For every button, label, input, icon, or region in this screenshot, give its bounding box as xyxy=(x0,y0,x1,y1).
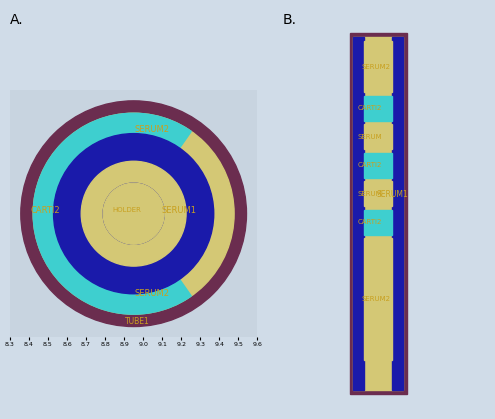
Text: TUBE1: TUBE1 xyxy=(125,317,149,326)
Bar xyxy=(349,33,406,394)
Wedge shape xyxy=(33,113,191,314)
Bar xyxy=(353,37,364,391)
Bar xyxy=(364,96,392,121)
Text: A.: A. xyxy=(10,13,24,26)
Bar xyxy=(364,181,392,206)
Text: SERUM1: SERUM1 xyxy=(377,190,408,199)
Text: SERUM2: SERUM2 xyxy=(134,289,169,298)
Bar xyxy=(364,238,392,360)
Circle shape xyxy=(21,101,247,326)
Text: SERUM: SERUM xyxy=(357,191,382,197)
Circle shape xyxy=(81,161,186,266)
Bar xyxy=(353,37,403,391)
Circle shape xyxy=(33,113,234,314)
Text: SERUM: SERUM xyxy=(357,134,382,140)
Text: HOLDER: HOLDER xyxy=(112,207,141,213)
Circle shape xyxy=(103,183,164,244)
Bar xyxy=(392,37,403,391)
Bar xyxy=(364,124,392,149)
Bar xyxy=(364,210,392,235)
Text: SERUM2: SERUM2 xyxy=(362,296,391,302)
Bar xyxy=(364,153,392,178)
Text: SERUM2: SERUM2 xyxy=(362,64,391,70)
Text: B.: B. xyxy=(282,13,296,26)
Text: SERUM2: SERUM2 xyxy=(134,125,169,134)
Text: CARTI2: CARTI2 xyxy=(30,206,60,215)
Circle shape xyxy=(103,183,164,244)
Text: CARTI2: CARTI2 xyxy=(357,106,382,111)
Text: CARTI2: CARTI2 xyxy=(357,219,382,225)
Text: CARTI2: CARTI2 xyxy=(357,163,382,168)
Bar xyxy=(364,41,392,92)
Text: SERUM1: SERUM1 xyxy=(161,206,197,215)
Circle shape xyxy=(53,134,214,294)
